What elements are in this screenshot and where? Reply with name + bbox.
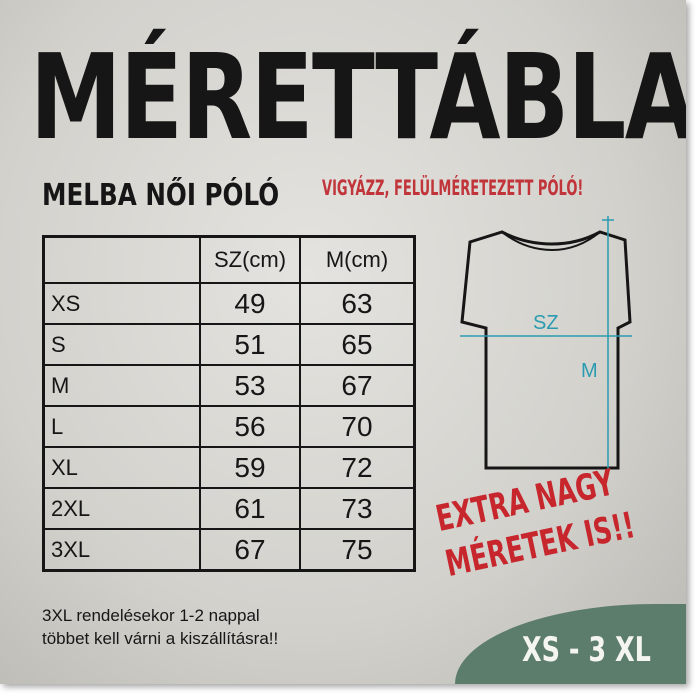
width-cell: 56 (199, 405, 301, 448)
table-header-row: SZ(cm) M(cm) (42, 235, 416, 284)
table-row: XS 49 63 (42, 282, 416, 325)
width-cell: 61 (199, 487, 301, 530)
size-table: SZ(cm) M(cm) XS 49 63 S 51 65 M 53 67 L 56 70 XL 59 72… (42, 235, 416, 572)
size-cell: 3XL (42, 528, 201, 572)
shipping-note: 3XL rendelésekor 1-2 nappal többet kell … (42, 604, 278, 650)
size-cell: XL (42, 446, 201, 489)
table-row: XL 59 72 (42, 446, 416, 489)
width-cell: 49 (199, 282, 301, 325)
length-cell: 67 (299, 364, 416, 407)
header-length: M(cm) (299, 235, 416, 284)
product-name: MELBA NŐI PÓLÓ (42, 178, 280, 213)
width-cell: 51 (199, 323, 301, 366)
length-cell: 73 (299, 487, 416, 530)
table-row: 2XL 61 73 (42, 487, 416, 530)
length-cell: 63 (299, 282, 416, 325)
size-range-text: XS - 3 XL (522, 630, 651, 670)
tshirt-collar (501, 231, 601, 252)
length-cell: 72 (299, 446, 416, 489)
size-chart-card: MÉRETTÁBLA MELBA NŐI PÓLÓ VIGYÁZZ, FELÜL… (0, 0, 686, 684)
size-cell: M (42, 364, 201, 407)
size-cell: S (42, 323, 201, 366)
length-cell: 75 (299, 528, 416, 572)
oversize-warning: VIGYÁZZ, FELÜLMÉRETEZETT PÓLÓ! (322, 176, 584, 200)
width-cell: 53 (199, 364, 301, 407)
length-cell: 70 (299, 405, 416, 448)
length-label: M (581, 360, 598, 382)
tshirt-outline (460, 230, 632, 470)
header-width: SZ(cm) (199, 235, 301, 284)
table-row: M 53 67 (42, 364, 416, 407)
header-size (42, 235, 201, 284)
table-row: S 51 65 (42, 323, 416, 366)
table-row: 3XL 67 75 (42, 528, 416, 572)
size-cell: 2XL (42, 487, 201, 530)
table-row: L 56 70 (42, 405, 416, 448)
width-cell: 67 (199, 528, 301, 572)
note-line-1: 3XL rendelésekor 1-2 nappal (42, 606, 260, 625)
size-cell: XS (42, 282, 201, 325)
width-label: SZ (533, 312, 559, 334)
page-title: MÉRETTÁBLA (30, 28, 686, 166)
size-cell: L (42, 405, 201, 448)
tshirt-diagram (460, 216, 632, 472)
width-cell: 59 (199, 446, 301, 489)
note-line-2: többet kell várni a kiszállításra!! (42, 629, 279, 648)
length-cell: 65 (299, 323, 416, 366)
